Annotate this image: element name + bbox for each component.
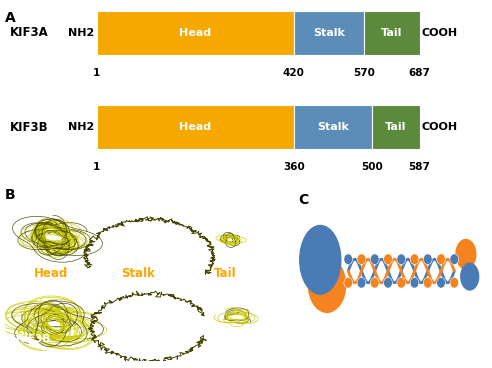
Ellipse shape <box>308 257 346 313</box>
Text: COOH: COOH <box>422 28 458 38</box>
Text: 360: 360 <box>283 162 306 172</box>
Ellipse shape <box>370 277 379 288</box>
Ellipse shape <box>424 277 432 288</box>
Ellipse shape <box>437 254 445 265</box>
Text: 420: 420 <box>283 68 305 78</box>
Text: 1: 1 <box>93 68 100 78</box>
Ellipse shape <box>437 277 445 288</box>
FancyBboxPatch shape <box>294 105 371 149</box>
Ellipse shape <box>384 277 392 288</box>
Text: Tail: Tail <box>385 122 406 132</box>
Text: Tail: Tail <box>214 266 236 280</box>
Text: KIF3B: KIF3B <box>17 334 51 344</box>
Text: Stalk: Stalk <box>313 28 345 38</box>
Text: Stalk: Stalk <box>121 266 155 280</box>
Ellipse shape <box>397 254 405 265</box>
Ellipse shape <box>450 254 459 265</box>
Ellipse shape <box>397 277 405 288</box>
FancyBboxPatch shape <box>371 105 420 149</box>
Ellipse shape <box>410 254 419 265</box>
Ellipse shape <box>384 254 392 265</box>
Text: Head: Head <box>180 122 212 132</box>
FancyBboxPatch shape <box>96 11 294 55</box>
Ellipse shape <box>450 277 459 288</box>
Text: A: A <box>5 11 16 25</box>
Text: KIF3B: KIF3B <box>10 120 48 134</box>
Ellipse shape <box>455 239 476 270</box>
Ellipse shape <box>344 277 353 288</box>
Text: COOH: COOH <box>422 122 458 132</box>
Text: KIF3A: KIF3A <box>10 26 49 39</box>
Text: Head: Head <box>179 28 211 38</box>
Text: Stalk: Stalk <box>317 122 349 132</box>
FancyBboxPatch shape <box>96 105 294 149</box>
FancyBboxPatch shape <box>294 11 365 55</box>
Text: 687: 687 <box>409 68 430 78</box>
Ellipse shape <box>370 254 379 265</box>
Text: 500: 500 <box>361 162 382 172</box>
Text: 570: 570 <box>354 68 375 78</box>
Text: KIF3A: KIF3A <box>17 199 51 209</box>
Ellipse shape <box>460 263 479 291</box>
Ellipse shape <box>357 277 366 288</box>
Ellipse shape <box>424 254 432 265</box>
Text: Tail: Tail <box>381 28 403 38</box>
Text: Head: Head <box>34 266 68 280</box>
Text: NH2: NH2 <box>68 28 94 38</box>
Text: B: B <box>5 188 16 202</box>
Ellipse shape <box>299 225 341 295</box>
Ellipse shape <box>357 254 366 265</box>
Text: NH2: NH2 <box>68 122 94 132</box>
FancyBboxPatch shape <box>365 11 420 55</box>
Ellipse shape <box>344 254 353 265</box>
Ellipse shape <box>410 277 419 288</box>
Text: 1: 1 <box>93 162 100 172</box>
Text: C: C <box>298 192 308 206</box>
Text: 587: 587 <box>409 162 430 172</box>
